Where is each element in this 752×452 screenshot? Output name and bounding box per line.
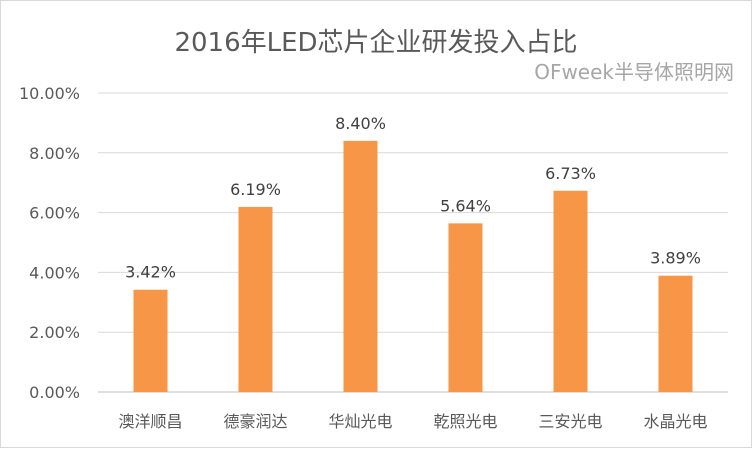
- bar: [553, 190, 588, 392]
- y-tick-label: 10.00%: [19, 84, 80, 103]
- data-label: 6.73%: [545, 164, 596, 183]
- bar: [343, 140, 378, 392]
- y-tick-label: 8.00%: [29, 144, 80, 163]
- bar: [658, 275, 693, 392]
- bar: [448, 223, 483, 392]
- x-tick-label: 华灿光电: [328, 412, 392, 431]
- x-tick-label: 德豪润达: [223, 412, 287, 431]
- y-tick-label: 4.00%: [29, 263, 80, 282]
- chart-title: 2016年LED芯片企业研发投入占比: [174, 28, 578, 58]
- y-tick-label: 6.00%: [29, 204, 80, 223]
- x-tick-label: 乾照光电: [433, 412, 497, 431]
- x-tick-label: 澳洋顺昌: [118, 412, 182, 431]
- data-label: 8.40%: [335, 114, 386, 133]
- y-tick-label: 2.00%: [29, 323, 80, 342]
- data-label: 3.89%: [650, 249, 701, 268]
- bar: [133, 289, 168, 392]
- watermark: OFweek半导体照明网: [534, 60, 734, 84]
- bar: [238, 206, 273, 392]
- x-tick-label: 水晶光电: [643, 412, 707, 431]
- data-label: 5.64%: [440, 196, 491, 215]
- data-label: 6.19%: [230, 180, 281, 199]
- y-tick-label: 0.00%: [29, 383, 80, 402]
- x-tick-label: 三安光电: [538, 412, 602, 431]
- data-label: 3.42%: [125, 263, 176, 282]
